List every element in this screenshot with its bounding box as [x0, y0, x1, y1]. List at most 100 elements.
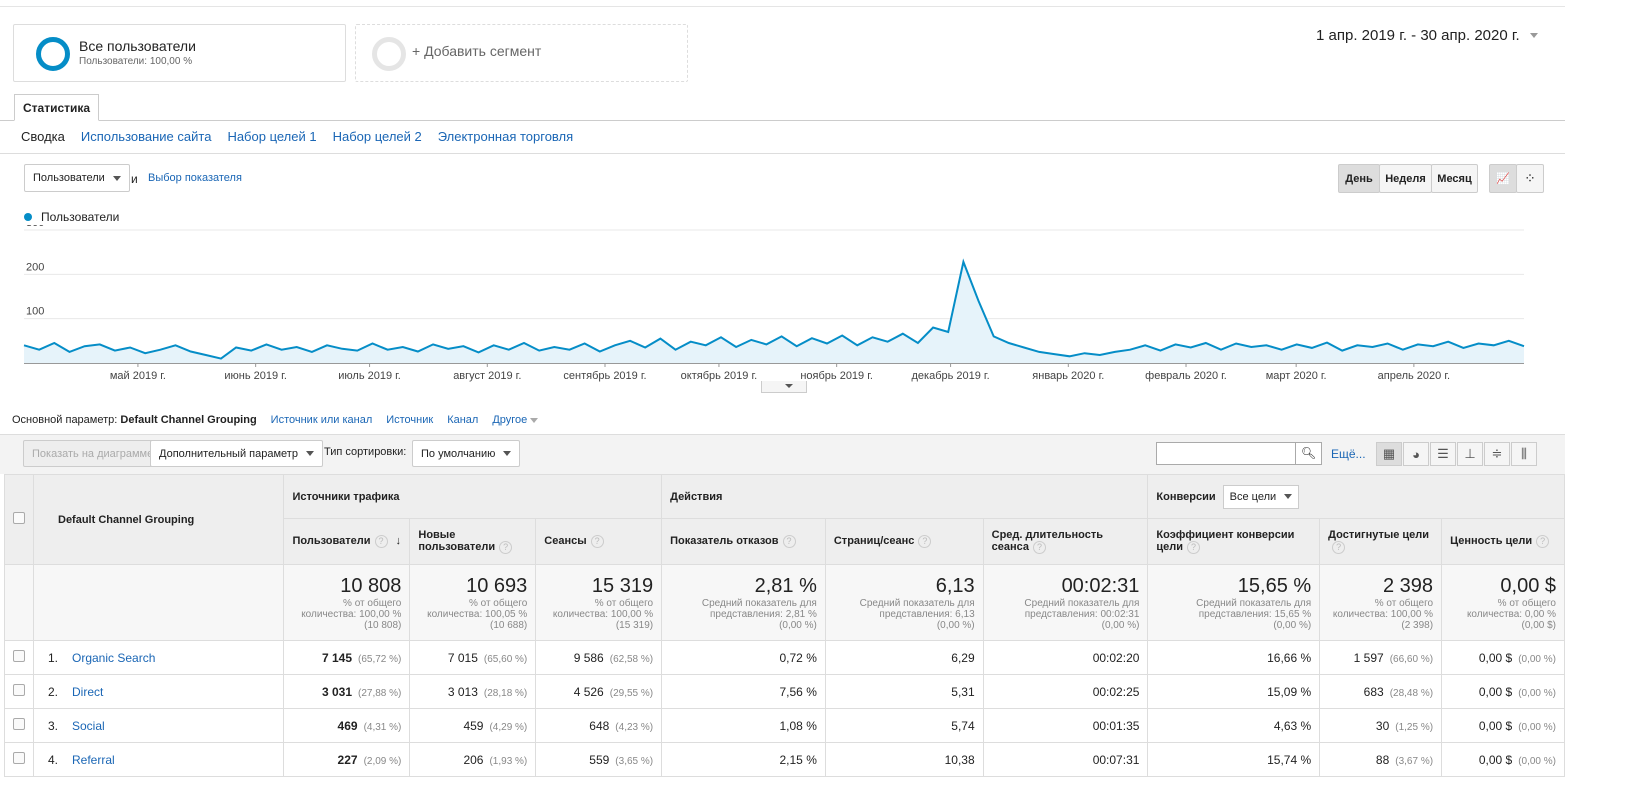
- secondary-dimension-select[interactable]: Дополнительный параметр: [150, 440, 323, 467]
- table-search-input[interactable]: [1156, 442, 1296, 465]
- granularity-day[interactable]: День: [1338, 164, 1380, 193]
- channel-link[interactable]: Social: [72, 718, 105, 733]
- help-icon[interactable]: ?: [374, 535, 388, 548]
- column-label: Ценность цели: [1450, 535, 1533, 547]
- column-header[interactable]: Пользователи? ↓: [283, 518, 411, 565]
- total-note: представления: 00:02:31: [1024, 609, 1140, 620]
- x-tick-label: март 2020 г.: [1266, 370, 1327, 382]
- channel-link[interactable]: Organic Search: [72, 650, 156, 665]
- view-table-button[interactable]: ▦: [1376, 442, 1402, 466]
- column-header[interactable]: Сред. длительность сеанса?: [982, 518, 1149, 565]
- view-term-cloud-button[interactable]: ≑: [1484, 442, 1510, 466]
- percent: (29,55 %): [609, 687, 654, 699]
- view-performance-button[interactable]: ☰: [1430, 442, 1456, 466]
- dim-source[interactable]: Источник: [386, 414, 434, 426]
- goal-select[interactable]: Все цели: [1222, 484, 1300, 509]
- help-icon[interactable]: ?: [1332, 541, 1346, 554]
- channel-link[interactable]: Referral: [72, 752, 115, 767]
- dimension-header[interactable]: Default Channel Grouping: [32, 474, 285, 565]
- value: 0,00 $: [1478, 650, 1513, 665]
- total-note: (0,00 %): [936, 620, 975, 631]
- help-icon[interactable]: ?: [499, 541, 513, 554]
- subnav-ecommerce[interactable]: Электронная торговля: [437, 129, 574, 144]
- help-icon[interactable]: ?: [1536, 535, 1550, 548]
- subnav-goal-set-1[interactable]: Набор целей 1: [227, 129, 317, 144]
- row-checkbox[interactable]: [13, 684, 25, 696]
- choose-metric-link[interactable]: Выбор показателя: [148, 172, 242, 184]
- row-select-cell: [4, 708, 34, 743]
- date-range-picker[interactable]: 1 апр. 2019 г. - 30 апр. 2020 г.: [1316, 27, 1538, 44]
- more-link[interactable]: Ещё...: [1331, 447, 1366, 461]
- view-comparison-button[interactable]: ⊥: [1457, 442, 1483, 466]
- x-tick-label: ноябрь 2019 г.: [800, 370, 873, 382]
- subnav-summary[interactable]: Сводка: [21, 129, 65, 144]
- column-header[interactable]: Достигнутые цели?: [1319, 518, 1443, 565]
- view-pie-button[interactable]: ◕: [1403, 442, 1429, 466]
- percent: (65,60 %): [483, 653, 528, 665]
- dim-other[interactable]: Другое: [492, 414, 539, 426]
- channel-link[interactable]: Direct: [72, 684, 104, 699]
- total-value: 10 693: [466, 575, 528, 597]
- help-icon[interactable]: ?: [782, 535, 796, 548]
- row-checkbox[interactable]: [13, 752, 25, 764]
- percent: (3,67 %): [1395, 755, 1434, 767]
- comparison-icon: ⊥: [1464, 446, 1476, 461]
- table-row: 4. Referral 227 (2,09 %) 206 (1,93 %) 559 (3,65…: [4, 742, 1565, 777]
- help-icon[interactable]: ?: [590, 535, 604, 548]
- total-note: количества: 100,05 %: [427, 609, 528, 620]
- value: 459: [463, 718, 484, 733]
- dim-medium[interactable]: Канал: [447, 414, 479, 426]
- view-pivot-button[interactable]: ⫼: [1511, 442, 1537, 466]
- row-number: 4.: [48, 752, 59, 767]
- percent: (27,88 %): [358, 687, 402, 699]
- subnav-site-usage[interactable]: Использование сайта: [80, 129, 212, 144]
- collapse-chart-handle[interactable]: [761, 381, 807, 393]
- total-note: (15 319): [615, 620, 654, 631]
- row-checkbox[interactable]: [13, 650, 25, 662]
- column-header[interactable]: Страниц/сеанс?: [824, 518, 984, 565]
- conversions-label: Конверсии: [1156, 490, 1216, 503]
- value: 6,29: [951, 650, 975, 665]
- value: 7 145: [321, 650, 353, 665]
- tab-statistics[interactable]: Статистика: [14, 94, 100, 121]
- x-tick-label: февраль 2020 г.: [1145, 370, 1227, 382]
- cell-sess: 559 (3,65 %): [535, 742, 663, 777]
- total-note: % от общего: [594, 598, 654, 609]
- column-header[interactable]: Коэффициент конверсии цели?: [1147, 518, 1321, 565]
- sort-type-select[interactable]: По умолчанию: [412, 440, 521, 467]
- grid-icon: ▦: [1382, 446, 1396, 461]
- metric-select[interactable]: Пользователи: [24, 164, 130, 192]
- segment-all-users[interactable]: Все пользователи Пользователи: 100,00 %: [13, 24, 346, 82]
- column-label: Страниц/сеанс: [833, 535, 915, 547]
- total-value: 6,13: [935, 575, 975, 597]
- goal-select-value: Все цели: [1229, 490, 1277, 503]
- total-value: 10 808: [340, 575, 402, 597]
- column-header[interactable]: Новые пользователи?: [409, 518, 537, 565]
- granularity-month[interactable]: Месяц: [1431, 164, 1478, 193]
- granularity-week[interactable]: Неделя: [1379, 164, 1432, 193]
- column-header[interactable]: Показатель отказов?: [661, 518, 826, 565]
- dim-source-medium[interactable]: Источник или канал: [270, 414, 373, 426]
- cell-conv: 16,66 %: [1147, 640, 1321, 675]
- plot-rows-button[interactable]: Показать на диаграмме: [23, 440, 163, 467]
- total-note: % от общего: [1497, 598, 1556, 609]
- column-header[interactable]: Сеансы?: [535, 518, 663, 565]
- help-icon[interactable]: ?: [1033, 541, 1047, 554]
- help-icon[interactable]: ?: [1187, 541, 1201, 554]
- sort-type-label: Тип сортировки:: [324, 446, 407, 458]
- subnav-goal-set-2[interactable]: Набор целей 2: [332, 129, 422, 144]
- total-note: (10 808): [364, 620, 402, 631]
- help-icon[interactable]: ?: [918, 535, 932, 548]
- add-segment-button[interactable]: + Добавить сегмент: [355, 24, 688, 82]
- total-value: 2 398: [1383, 575, 1434, 597]
- motion-chart-toggle[interactable]: ⁘: [1516, 164, 1544, 193]
- line-chart-toggle[interactable]: 📈: [1489, 164, 1517, 193]
- total-note: количества: 100,00 %: [1332, 609, 1434, 620]
- row-checkbox[interactable]: [13, 718, 25, 730]
- column-header[interactable]: Ценность цели?: [1441, 518, 1565, 565]
- cell-channel: 1. Organic Search: [32, 640, 285, 675]
- search-button[interactable]: 🔍︎: [1295, 442, 1322, 465]
- value: 2,15 %: [779, 752, 817, 767]
- cell-new: 7 015 (65,60 %): [409, 640, 537, 675]
- select-all-checkbox[interactable]: [13, 512, 25, 524]
